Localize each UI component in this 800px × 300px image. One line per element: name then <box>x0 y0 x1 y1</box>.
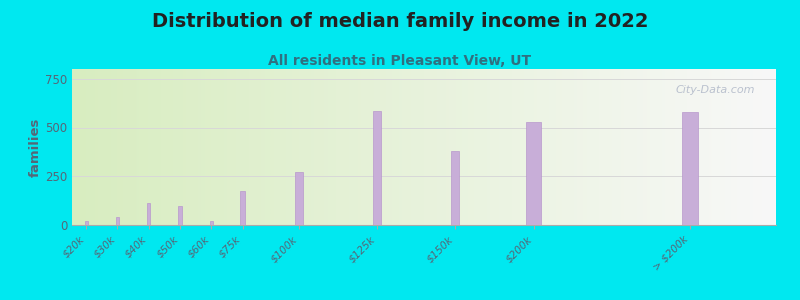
Bar <box>147 202 150 225</box>
Bar <box>116 217 119 225</box>
Bar <box>295 172 302 225</box>
Bar <box>210 221 213 225</box>
Text: Distribution of median family income in 2022: Distribution of median family income in … <box>152 12 648 31</box>
Bar <box>682 112 698 225</box>
Text: All residents in Pleasant View, UT: All residents in Pleasant View, UT <box>269 54 531 68</box>
Bar <box>240 191 245 225</box>
Text: City-Data.com: City-Data.com <box>675 85 755 94</box>
Bar <box>526 122 542 225</box>
Bar <box>451 151 459 225</box>
Bar <box>85 221 88 225</box>
Y-axis label: families: families <box>29 117 42 177</box>
Bar <box>373 111 381 225</box>
Bar <box>178 206 182 225</box>
